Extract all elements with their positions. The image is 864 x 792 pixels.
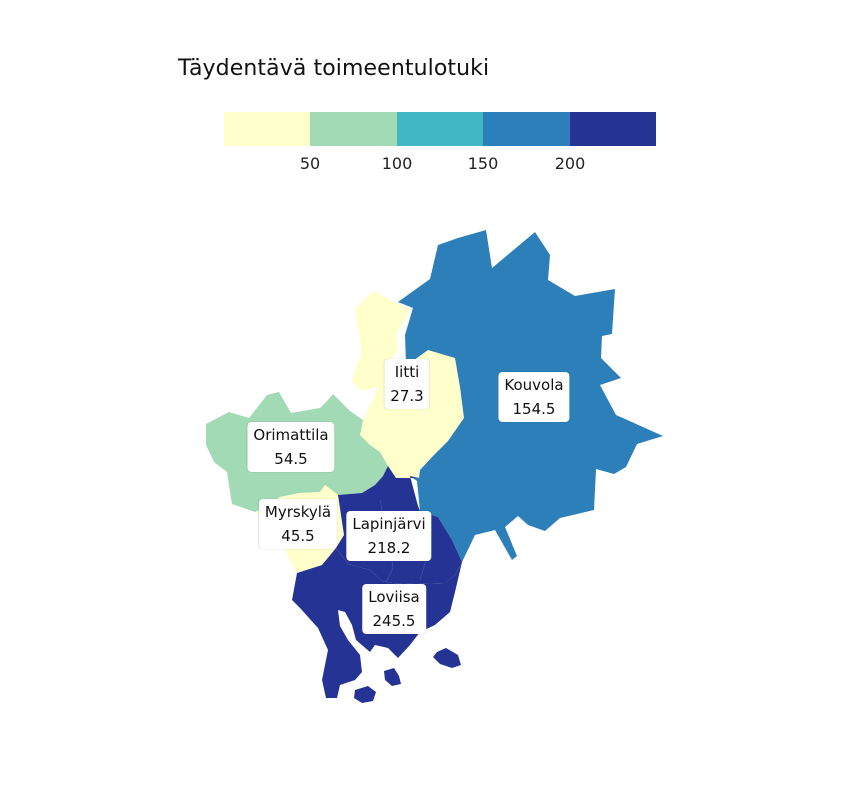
color-legend — [224, 112, 657, 146]
label-iitti: Iitti 27.3 — [384, 359, 430, 409]
label-kouvola-value: 154.5 — [512, 400, 556, 418]
legend-bin-2 — [310, 112, 397, 146]
label-kouvola-name: Kouvola — [504, 376, 564, 394]
region-loviisa-island — [384, 668, 401, 686]
label-myrskyla-value: 45.5 — [281, 527, 315, 545]
label-orimattila-name: Orimattila — [253, 426, 329, 444]
region-loviisa-island — [354, 686, 376, 703]
label-iitti-value: 27.3 — [390, 387, 424, 405]
label-lapinjarvi-name: Lapinjärvi — [352, 515, 426, 533]
legend-tick-50: 50 — [299, 154, 321, 173]
legend-title: Täydentävä toimeentulotuki — [178, 56, 490, 81]
label-orimattila-value: 54.5 — [274, 450, 308, 468]
legend-bin-3 — [396, 112, 484, 146]
region-loviisa-island — [433, 648, 461, 668]
label-myrskyla: Myrskylä 45.5 — [258, 499, 338, 549]
label-orimattila: Orimattila 54.5 — [247, 422, 335, 472]
label-lapinjarvi-value: 218.2 — [367, 539, 411, 557]
legend-bin-1 — [224, 112, 311, 146]
legend-tick-200: 200 — [554, 154, 586, 173]
label-loviisa-name: Loviisa — [368, 588, 420, 606]
label-kouvola: Kouvola 154.5 — [498, 372, 570, 422]
label-lapinjarvi: Lapinjärvi 218.2 — [346, 511, 432, 561]
label-iitti-name: Iitti — [394, 363, 420, 381]
label-myrskyla-name: Myrskylä — [264, 503, 332, 521]
legend-bin-4 — [483, 112, 570, 146]
legend-bin-5 — [569, 112, 657, 146]
legend-tick-100: 100 — [381, 154, 413, 173]
legend-tick-150: 150 — [467, 154, 499, 173]
label-loviisa: Loviisa 245.5 — [362, 584, 426, 634]
label-loviisa-value: 245.5 — [372, 612, 416, 630]
